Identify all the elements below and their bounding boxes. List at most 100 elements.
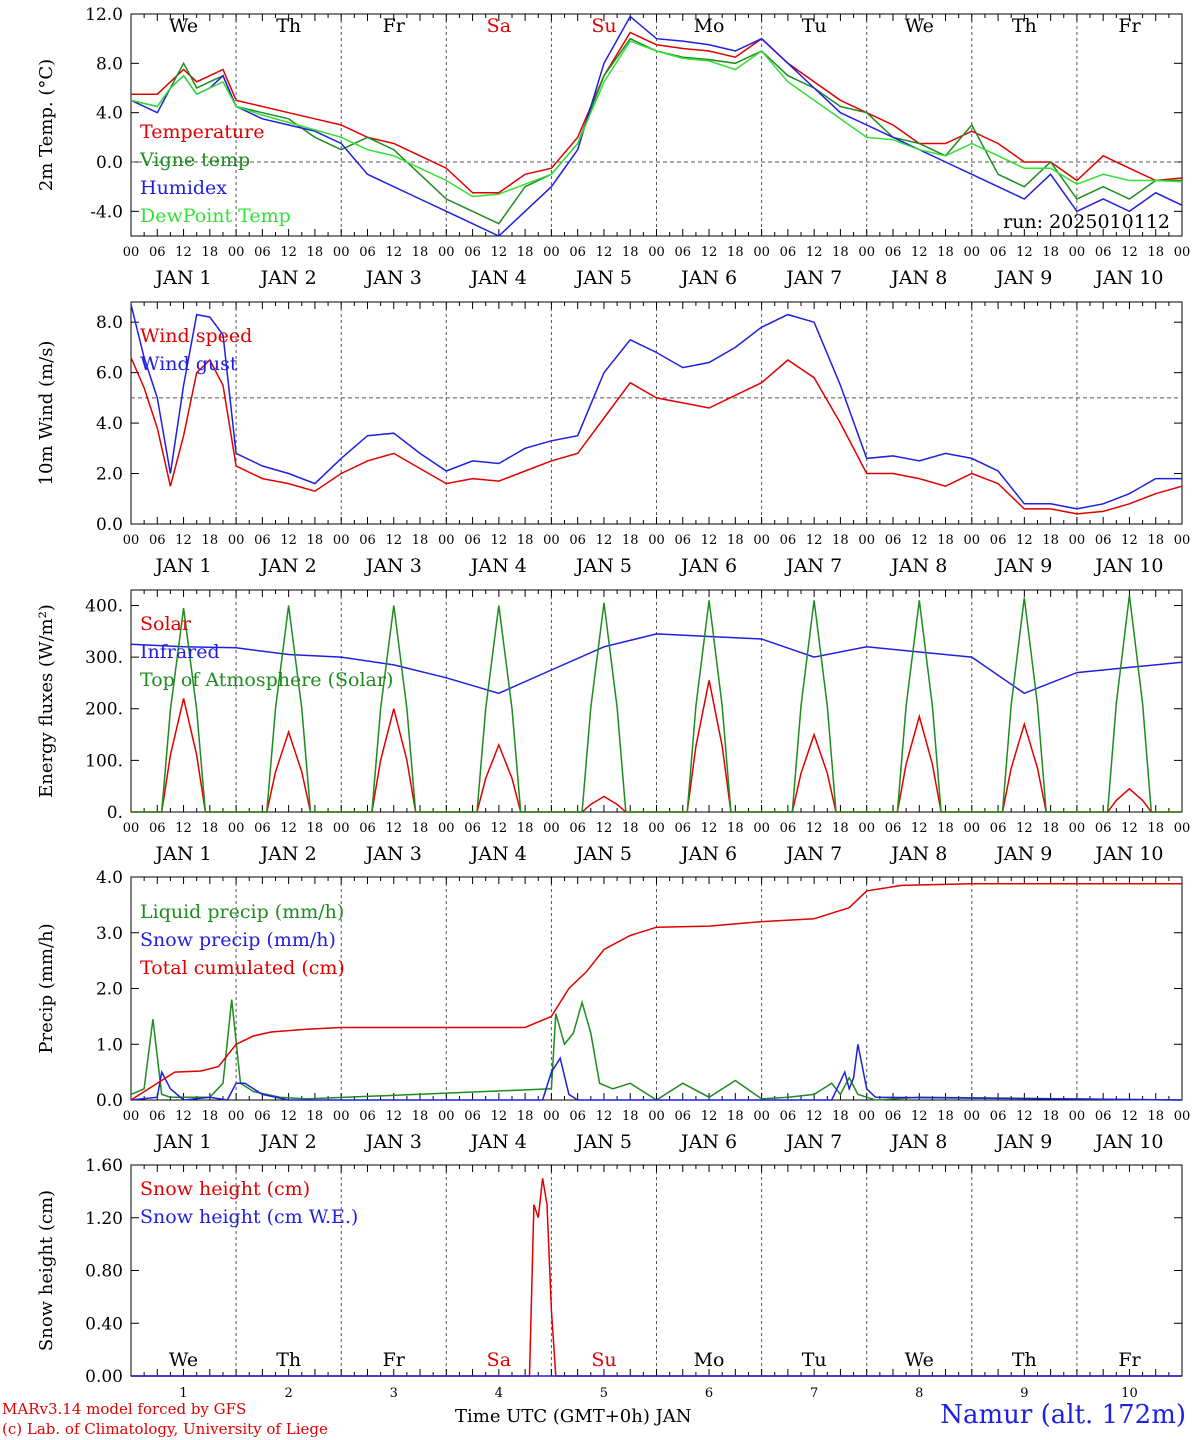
y-tick-label: 12.0 xyxy=(85,5,123,25)
x-hour-label: 12 xyxy=(385,1109,402,1124)
x-hour-label: 12 xyxy=(385,245,402,260)
x-hour-label: 06 xyxy=(1095,245,1112,260)
legend-entry: Temperature xyxy=(140,121,264,143)
day-number-label: 1 xyxy=(179,1386,187,1400)
x-hour-label: 12 xyxy=(491,1109,508,1124)
x-hour-label: 06 xyxy=(464,245,481,260)
x-hour-label: 06 xyxy=(780,245,797,260)
x-hour-label: 00 xyxy=(964,245,981,260)
y-tick-label: 0. xyxy=(107,803,123,823)
weekday-label: Th xyxy=(1012,1349,1037,1371)
x-hour-label: 12 xyxy=(596,245,613,260)
y-tick-label: 200. xyxy=(85,700,123,720)
x-hour-label: 06 xyxy=(254,533,271,548)
y-axis-label: Snow height (cm) xyxy=(36,1190,57,1351)
x-date-label: JAN 5 xyxy=(574,267,632,289)
x-hour-label: 12 xyxy=(175,533,192,548)
y-tick-label: 0.0 xyxy=(96,515,123,535)
x-hour-label: 00 xyxy=(123,533,140,548)
y-tick-label: 0.0 xyxy=(96,153,123,173)
x-hour-label: 18 xyxy=(202,1109,219,1124)
x-date-label: JAN 1 xyxy=(154,555,212,577)
x-hour-label: 18 xyxy=(517,821,534,836)
x-hour-label: 12 xyxy=(701,821,718,836)
station-name: Namur (alt. 172m) xyxy=(940,1400,1186,1430)
x-hour-label: 18 xyxy=(202,245,219,260)
x-hour-label: 12 xyxy=(596,533,613,548)
x-hour-label: 06 xyxy=(780,821,797,836)
x-date-label: JAN 4 xyxy=(469,555,527,577)
x-hour-label: 12 xyxy=(1016,1109,1033,1124)
x-hour-label: 00 xyxy=(1174,821,1191,836)
x-hour-label: 06 xyxy=(675,821,692,836)
x-hour-label: 12 xyxy=(1016,821,1033,836)
day-number-label: 5 xyxy=(600,1386,608,1400)
x-hour-label: 06 xyxy=(990,533,1007,548)
x-hour-label: 12 xyxy=(806,533,823,548)
y-tick-label: 4.0 xyxy=(96,104,123,124)
x-hour-label: 00 xyxy=(753,1109,770,1124)
x-hour-label: 00 xyxy=(648,533,665,548)
x-hour-label: 12 xyxy=(280,1109,297,1124)
x-hour-label: 00 xyxy=(543,1109,560,1124)
panel-1: -4.0 0.0 4.0 8.0 12.0 2m Temp. (°C) Temperatur… xyxy=(36,5,1190,289)
weekday-label: We xyxy=(905,1349,934,1371)
x-date-label: JAN 8 xyxy=(889,1131,947,1153)
panel-3: 0. 100. 200. 300. 400. Energy fluxes (W/m²) So… xyxy=(36,589,1191,865)
x-hour-label: 18 xyxy=(727,821,744,836)
x-hour-label: 18 xyxy=(1042,1109,1059,1124)
x-hour-label: 00 xyxy=(1069,821,1086,836)
day-number-label: 3 xyxy=(390,1386,398,1400)
weekday-label: Sa xyxy=(487,1349,511,1371)
x-hour-label: 06 xyxy=(569,1109,586,1124)
x-date-label: JAN 9 xyxy=(994,843,1052,865)
x-hour-label: 06 xyxy=(885,821,902,836)
x-date-label: JAN 2 xyxy=(259,555,317,577)
x-date-label: JAN 6 xyxy=(679,555,737,577)
series-line-liquid-precip-mm-h- xyxy=(130,999,1183,1101)
x-hour-label: 06 xyxy=(149,533,166,548)
x-date-label: JAN 5 xyxy=(574,555,632,577)
y-tick-label: 400. xyxy=(85,596,123,616)
legend-entry: Solar xyxy=(140,613,192,635)
x-hour-label: 18 xyxy=(307,821,324,836)
weekday-label: Su xyxy=(591,1349,616,1371)
x-date-label: JAN 4 xyxy=(469,843,527,865)
x-hour-label: 18 xyxy=(937,821,954,836)
x-hour-label: 00 xyxy=(333,1109,350,1124)
x-hour-label: 00 xyxy=(123,245,140,260)
x-hour-label: 06 xyxy=(885,1109,902,1124)
x-date-label: JAN 6 xyxy=(679,267,737,289)
weekday-label: Su xyxy=(591,15,616,37)
x-date-label: JAN 7 xyxy=(784,843,842,865)
y-tick-label: 1.0 xyxy=(96,1035,123,1055)
series-line-wind-speed xyxy=(130,357,1183,515)
x-hour-label: 06 xyxy=(1095,533,1112,548)
x-hour-label: 12 xyxy=(806,245,823,260)
x-hour-label: 18 xyxy=(307,245,324,260)
y-tick-label: 4.0 xyxy=(96,414,123,434)
x-hour-label: 18 xyxy=(1147,533,1164,548)
x-hour-label: 06 xyxy=(149,1109,166,1124)
y-tick-label: 0.00 xyxy=(85,1367,123,1387)
x-hour-label: 12 xyxy=(491,821,508,836)
x-hour-label: 18 xyxy=(727,245,744,260)
legend-entry: Wind gust xyxy=(140,353,238,375)
x-hour-label: 12 xyxy=(491,533,508,548)
x-hour-label: 00 xyxy=(228,245,245,260)
x-hour-label: 18 xyxy=(517,1109,534,1124)
x-hour-label: 00 xyxy=(858,1109,875,1124)
x-date-label: JAN 3 xyxy=(364,267,422,289)
y-tick-label: 3.0 xyxy=(96,924,123,944)
y-tick-label: 0.40 xyxy=(85,1314,123,1334)
x-hour-label: 18 xyxy=(832,533,849,548)
x-hour-label: 18 xyxy=(307,533,324,548)
x-hour-label: 00 xyxy=(964,821,981,836)
x-date-label: JAN 8 xyxy=(889,555,947,577)
x-date-label: JAN 7 xyxy=(784,267,842,289)
x-hour-label: 06 xyxy=(569,821,586,836)
x-hour-label: 00 xyxy=(753,245,770,260)
x-hour-label: 06 xyxy=(359,821,376,836)
x-hour-label: 06 xyxy=(885,533,902,548)
legend-entry: Wind speed xyxy=(140,325,252,347)
